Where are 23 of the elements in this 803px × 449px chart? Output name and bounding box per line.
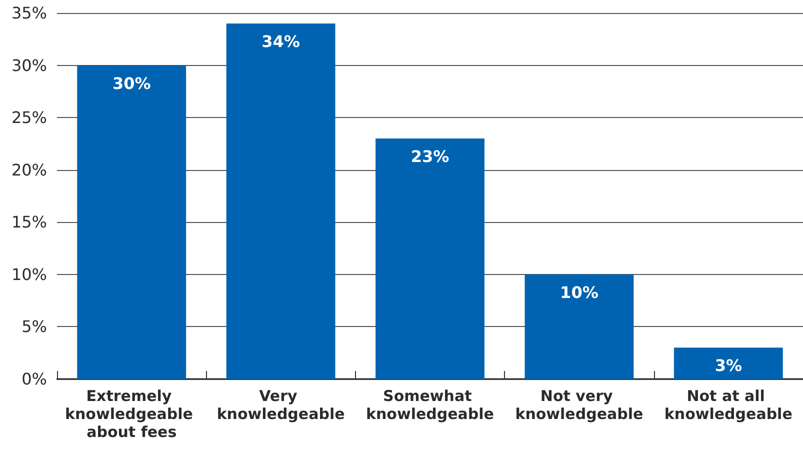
y-tick-label: 20% bbox=[11, 160, 47, 180]
bar bbox=[524, 274, 634, 379]
bar bbox=[226, 23, 336, 379]
x-tick-label: Extremely knowledgeable about fees bbox=[65, 387, 198, 441]
y-tick-label: 30% bbox=[11, 56, 47, 75]
data-label: 23% bbox=[410, 146, 450, 166]
bar bbox=[77, 65, 186, 379]
x-tick-label: Not at all knowledgeable bbox=[664, 387, 792, 423]
y-tick-label: 15% bbox=[11, 212, 47, 232]
y-tick-label: 25% bbox=[11, 108, 47, 128]
y-tick-label: 5% bbox=[22, 317, 47, 336]
data-label: 10% bbox=[560, 282, 598, 302]
y-tick-label: 35% bbox=[11, 4, 47, 22]
bar bbox=[376, 138, 484, 379]
bar bbox=[674, 348, 783, 379]
x-tick-label: Somewhat knowledgeable bbox=[366, 387, 494, 423]
y-tick-label: 10% bbox=[11, 264, 47, 284]
y-tick-label: 0% bbox=[22, 370, 47, 388]
data-label: 34% bbox=[262, 32, 300, 51]
data-label: 30% bbox=[112, 74, 151, 93]
data-label: 3% bbox=[714, 356, 742, 376]
x-tick-label: Not very knowledgeable bbox=[515, 387, 644, 423]
x-tick-label: Very knowledgeable bbox=[216, 387, 345, 423]
